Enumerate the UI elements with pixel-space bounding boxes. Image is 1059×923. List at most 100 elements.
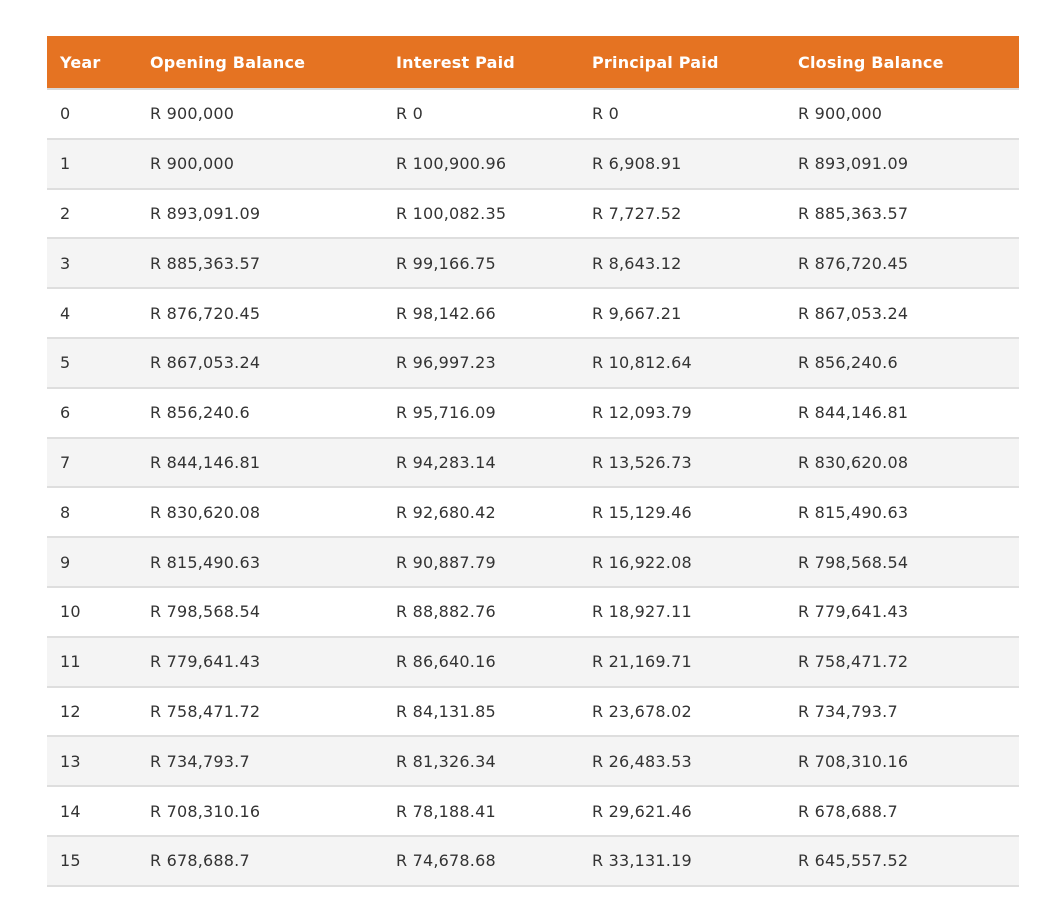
cell-principal-paid: R 7,727.52 bbox=[592, 188, 798, 240]
cell-closing-balance: R 867,053.24 bbox=[798, 288, 1019, 339]
cell-interest-paid: R 74,678.68 bbox=[396, 835, 592, 887]
cell-opening-balance: R 815,490.63 bbox=[150, 537, 396, 588]
cell-interest-paid: R 0 bbox=[396, 89, 592, 140]
cell-closing-balance: R 856,240.6 bbox=[798, 337, 1019, 389]
cell-principal-paid: R 29,621.46 bbox=[592, 786, 798, 837]
cell-year: 13 bbox=[47, 736, 150, 788]
cell-year: 0 bbox=[47, 89, 150, 140]
cell-principal-paid: R 21,169.71 bbox=[592, 636, 798, 688]
cell-interest-paid: R 81,326.34 bbox=[396, 736, 592, 788]
cell-interest-paid: R 78,188.41 bbox=[396, 786, 592, 837]
cell-principal-paid: R 33,131.19 bbox=[592, 835, 798, 887]
cell-closing-balance: R 885,363.57 bbox=[798, 188, 1019, 240]
cell-principal-paid: R 13,526.73 bbox=[592, 437, 798, 489]
cell-opening-balance: R 867,053.24 bbox=[150, 337, 396, 389]
cell-closing-balance: R 798,568.54 bbox=[798, 537, 1019, 588]
header-opening-balance: Opening Balance bbox=[150, 36, 396, 90]
cell-opening-balance: R 844,146.81 bbox=[150, 437, 396, 489]
cell-principal-paid: R 12,093.79 bbox=[592, 387, 798, 439]
table-row: 15 R 678,688.7 R 74,678.68 R 33,131.19 R 645… bbox=[47, 835, 1019, 887]
cell-closing-balance: R 678,688.7 bbox=[798, 786, 1019, 837]
cell-principal-paid: R 0 bbox=[592, 89, 798, 140]
cell-closing-balance: R 779,641.43 bbox=[798, 586, 1019, 638]
amortization-table: Year Opening Balance Interest Paid Princ… bbox=[47, 36, 1019, 887]
cell-interest-paid: R 100,082.35 bbox=[396, 188, 592, 240]
cell-closing-balance: R 900,000 bbox=[798, 89, 1019, 140]
cell-closing-balance: R 815,490.63 bbox=[798, 487, 1019, 539]
cell-interest-paid: R 88,882.76 bbox=[396, 586, 592, 638]
cell-opening-balance: R 900,000 bbox=[150, 89, 396, 140]
cell-principal-paid: R 6,908.91 bbox=[592, 138, 798, 190]
cell-interest-paid: R 96,997.23 bbox=[396, 337, 592, 389]
header-interest-paid: Interest Paid bbox=[396, 36, 592, 90]
cell-closing-balance: R 844,146.81 bbox=[798, 387, 1019, 439]
table-header: Year Opening Balance Interest Paid Princ… bbox=[47, 36, 1019, 90]
header-closing-balance: Closing Balance bbox=[798, 36, 1019, 90]
cell-year: 15 bbox=[47, 835, 150, 887]
cell-year: 14 bbox=[47, 786, 150, 837]
cell-year: 9 bbox=[47, 537, 150, 588]
cell-year: 5 bbox=[47, 337, 150, 389]
cell-interest-paid: R 86,640.16 bbox=[396, 636, 592, 688]
cell-interest-paid: R 90,887.79 bbox=[396, 537, 592, 588]
cell-opening-balance: R 734,793.7 bbox=[150, 736, 396, 788]
cell-principal-paid: R 18,927.11 bbox=[592, 586, 798, 638]
cell-year: 12 bbox=[47, 686, 150, 738]
cell-closing-balance: R 708,310.16 bbox=[798, 736, 1019, 788]
cell-principal-paid: R 10,812.64 bbox=[592, 337, 798, 389]
cell-opening-balance: R 708,310.16 bbox=[150, 786, 396, 837]
cell-opening-balance: R 830,620.08 bbox=[150, 487, 396, 539]
cell-opening-balance: R 856,240.6 bbox=[150, 387, 396, 439]
table-row: 13 R 734,793.7 R 81,326.34 R 26,483.53 R 708… bbox=[47, 736, 1019, 788]
cell-interest-paid: R 84,131.85 bbox=[396, 686, 592, 738]
cell-closing-balance: R 876,720.45 bbox=[798, 238, 1019, 290]
cell-principal-paid: R 9,667.21 bbox=[592, 288, 798, 339]
cell-interest-paid: R 100,900.96 bbox=[396, 138, 592, 190]
amortization-table-container: Year Opening Balance Interest Paid Princ… bbox=[47, 36, 1019, 887]
cell-year: 3 bbox=[47, 238, 150, 290]
cell-opening-balance: R 893,091.09 bbox=[150, 188, 396, 240]
cell-opening-balance: R 885,363.57 bbox=[150, 238, 396, 290]
cell-year: 7 bbox=[47, 437, 150, 489]
cell-interest-paid: R 99,166.75 bbox=[396, 238, 592, 290]
cell-principal-paid: R 15,129.46 bbox=[592, 487, 798, 539]
cell-year: 10 bbox=[47, 586, 150, 638]
cell-opening-balance: R 900,000 bbox=[150, 138, 396, 190]
cell-closing-balance: R 830,620.08 bbox=[798, 437, 1019, 489]
cell-interest-paid: R 94,283.14 bbox=[396, 437, 592, 489]
cell-year: 2 bbox=[47, 188, 150, 240]
cell-interest-paid: R 98,142.66 bbox=[396, 288, 592, 339]
cell-interest-paid: R 92,680.42 bbox=[396, 487, 592, 539]
table-row: 14 R 708,310.16 R 78,188.41 R 29,621.46 R 67… bbox=[47, 786, 1019, 837]
cell-opening-balance: R 876,720.45 bbox=[150, 288, 396, 339]
cell-closing-balance: R 645,557.52 bbox=[798, 835, 1019, 887]
cell-year: 11 bbox=[47, 636, 150, 688]
header-row: Year Opening Balance Interest Paid Princ… bbox=[47, 36, 1019, 90]
cell-year: 4 bbox=[47, 288, 150, 339]
cell-opening-balance: R 779,641.43 bbox=[150, 636, 396, 688]
cell-opening-balance: R 758,471.72 bbox=[150, 686, 396, 738]
cell-principal-paid: R 26,483.53 bbox=[592, 736, 798, 788]
cell-opening-balance: R 678,688.7 bbox=[150, 835, 396, 887]
cell-year: 8 bbox=[47, 487, 150, 539]
cell-principal-paid: R 16,922.08 bbox=[592, 537, 798, 588]
cell-closing-balance: R 734,793.7 bbox=[798, 686, 1019, 738]
header-principal-paid: Principal Paid bbox=[592, 36, 798, 90]
cell-year: 1 bbox=[47, 138, 150, 190]
cell-closing-balance: R 893,091.09 bbox=[798, 138, 1019, 190]
cell-year: 6 bbox=[47, 387, 150, 439]
table-row: 10 R 798,568.54 R 88,882.76 R 18,927.11 R 77… bbox=[47, 586, 1019, 638]
cell-closing-balance: R 758,471.72 bbox=[798, 636, 1019, 688]
cell-principal-paid: R 8,643.12 bbox=[592, 238, 798, 290]
table-row: 12 R 758,471.72 R 84,131.85 R 23,678.02 R 73… bbox=[47, 686, 1019, 738]
